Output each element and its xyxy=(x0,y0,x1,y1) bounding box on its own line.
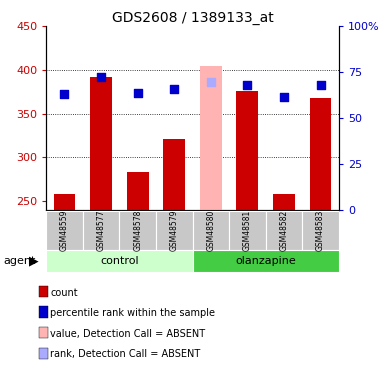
Bar xyxy=(119,211,156,249)
Text: value, Detection Call = ABSENT: value, Detection Call = ABSENT xyxy=(50,329,205,339)
Text: GSM48582: GSM48582 xyxy=(280,210,288,251)
Bar xyxy=(90,77,112,210)
Text: GSM48580: GSM48580 xyxy=(206,210,215,251)
Bar xyxy=(192,211,229,249)
Text: GSM48559: GSM48559 xyxy=(60,210,69,251)
Text: control: control xyxy=(100,256,139,266)
Text: GSM48577: GSM48577 xyxy=(97,210,105,251)
Text: agent: agent xyxy=(4,256,36,266)
Text: ▶: ▶ xyxy=(29,255,38,268)
Point xyxy=(98,74,104,80)
Text: GSM48581: GSM48581 xyxy=(243,210,252,251)
Point xyxy=(171,86,177,92)
Bar xyxy=(302,211,339,249)
Bar xyxy=(46,211,83,249)
Text: GSM48578: GSM48578 xyxy=(133,210,142,251)
Text: rank, Detection Call = ABSENT: rank, Detection Call = ABSENT xyxy=(50,350,200,359)
Title: GDS2608 / 1389133_at: GDS2608 / 1389133_at xyxy=(112,11,273,25)
Bar xyxy=(229,211,266,249)
Bar xyxy=(156,211,192,249)
Text: GSM48579: GSM48579 xyxy=(170,210,179,251)
Bar xyxy=(163,139,185,210)
Point xyxy=(135,90,141,96)
Bar xyxy=(127,172,149,210)
Bar xyxy=(236,91,258,210)
Text: olanzapine: olanzapine xyxy=(235,256,296,266)
Bar xyxy=(54,194,75,210)
Text: percentile rank within the sample: percentile rank within the sample xyxy=(50,308,215,318)
Bar xyxy=(192,250,339,273)
Bar xyxy=(83,211,119,249)
Point xyxy=(244,82,251,88)
Point xyxy=(281,94,287,100)
Point xyxy=(208,79,214,85)
Text: count: count xyxy=(50,288,78,297)
Bar xyxy=(200,66,222,210)
Text: GSM48583: GSM48583 xyxy=(316,210,325,251)
Point xyxy=(318,82,324,88)
Bar xyxy=(266,211,302,249)
Bar xyxy=(273,194,295,210)
Bar xyxy=(310,98,331,210)
Bar xyxy=(46,250,192,273)
Point xyxy=(61,92,68,98)
